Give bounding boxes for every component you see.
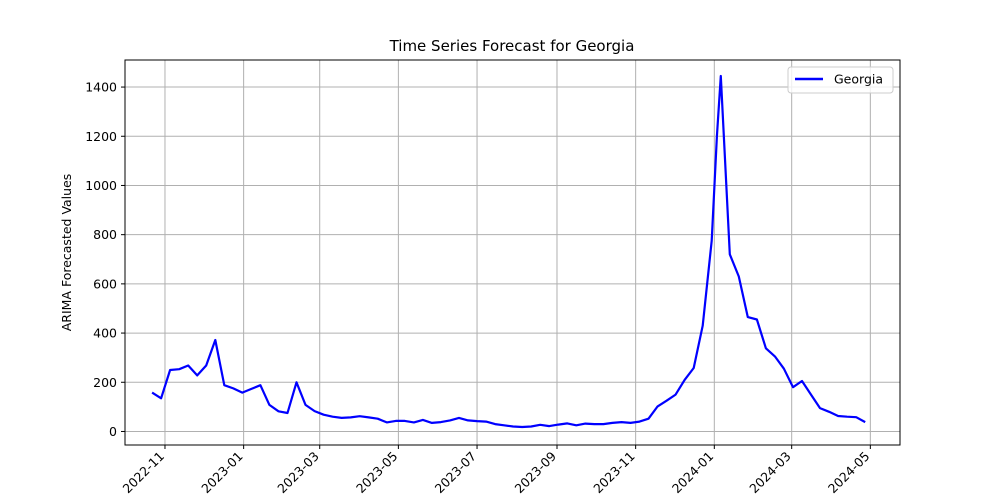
x-tick-label: 2023-09 <box>512 448 560 496</box>
y-tick-label: 400 <box>93 326 117 341</box>
y-tick-label: 0 <box>109 424 117 439</box>
y-tick-label: 800 <box>93 227 117 242</box>
legend-label: Georgia <box>834 72 883 87</box>
y-tick-label: 600 <box>93 276 117 291</box>
y-tick-label: 1200 <box>85 129 117 144</box>
x-tick-label: 2024-03 <box>746 449 794 497</box>
plot-frame <box>124 59 901 446</box>
chart-title: Time Series Forecast for Georgia <box>389 37 635 55</box>
y-tick-label: 1000 <box>85 178 117 193</box>
x-tick-label: 2024-05 <box>825 449 873 497</box>
x-tick-label: 2023-01 <box>198 449 246 497</box>
x-tick-label: 2023-11 <box>590 449 638 497</box>
series-line-georgia <box>151 74 866 429</box>
grid-lines <box>125 60 900 445</box>
legend-box <box>787 66 894 94</box>
axis-ticks: 0 200 400 600 800 1000 1200 1400 2022-11 2023-01 2… <box>85 80 872 496</box>
x-tick-label: 2022-11 <box>120 449 168 497</box>
x-tick-label: 2023-03 <box>274 449 322 497</box>
x-tick-label: 2023-07 <box>432 449 480 497</box>
legend: Georgia <box>787 66 894 94</box>
series-lines <box>151 74 866 429</box>
x-tick-label: 2023-05 <box>353 449 401 497</box>
y-axis-title: ARIMA Forecasted Values <box>59 174 74 332</box>
y-tick-label: 200 <box>93 375 117 390</box>
x-tick-label: 2024-01 <box>669 449 717 497</box>
y-tick-label: 1400 <box>85 80 117 95</box>
